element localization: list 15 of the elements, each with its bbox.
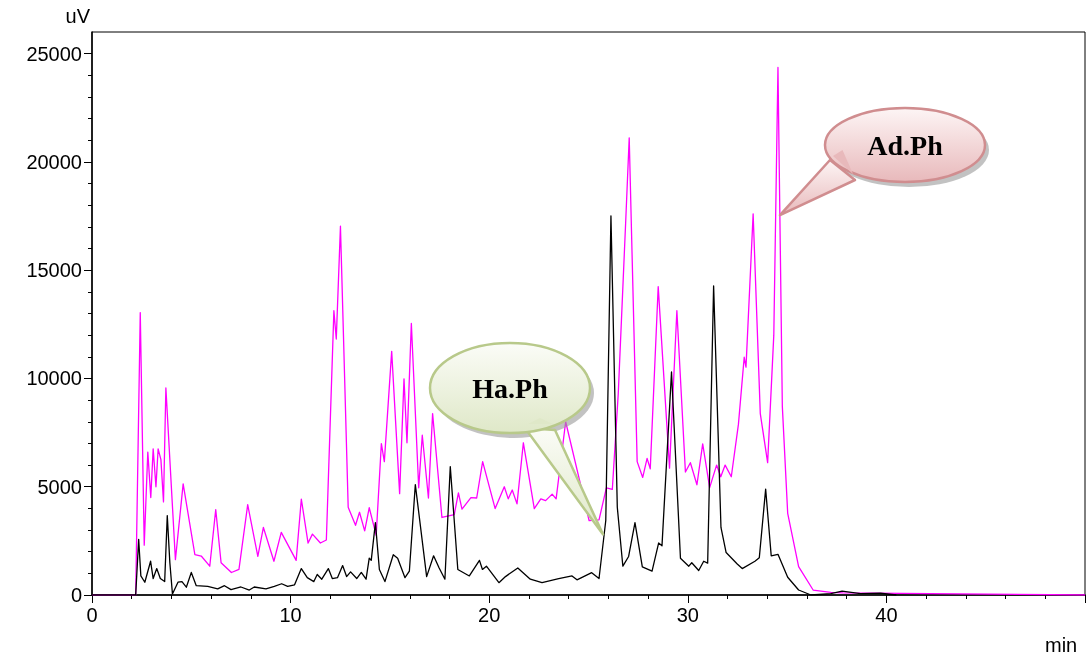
- y-tick-label: 25000: [26, 42, 82, 65]
- y-tick-label: 0: [70, 584, 82, 606]
- x-tick-label: 20: [478, 604, 501, 626]
- text: Ad.Ph: [867, 130, 944, 161]
- x-tick-label: 10: [279, 604, 302, 626]
- y-tick-label: 5000: [37, 475, 82, 498]
- y-tick-label: 20000: [26, 150, 82, 173]
- x-axis-title: min: [1045, 634, 1078, 655]
- x-tick-label: 0: [86, 604, 98, 626]
- y-tick-label: 15000: [26, 259, 82, 282]
- y-axis-title: uV: [65, 5, 91, 27]
- y-tick-label: 10000: [26, 367, 82, 390]
- text: Ha.Ph: [472, 373, 549, 404]
- x-tick-label: 30: [676, 604, 699, 626]
- x-tick-label: 40: [875, 604, 898, 626]
